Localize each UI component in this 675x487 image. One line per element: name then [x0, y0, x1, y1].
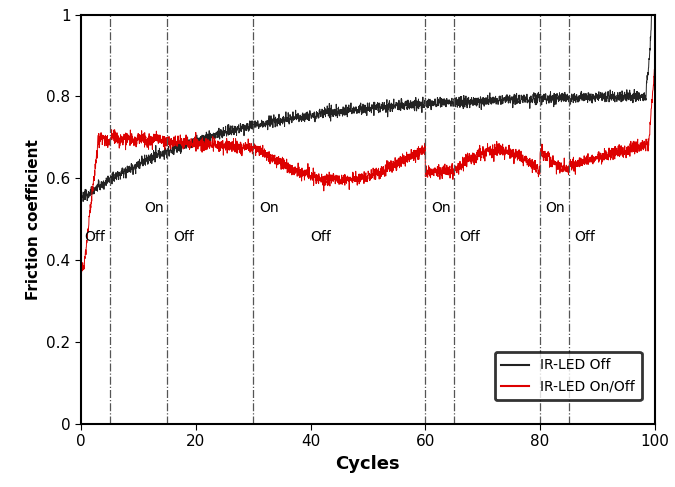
Text: Off: Off [310, 230, 331, 244]
Text: On: On [431, 201, 451, 215]
X-axis label: Cycles: Cycles [335, 455, 400, 473]
IR-LED On/Off [297, 172, 305, 178]
Text: Off: Off [173, 230, 194, 244]
IR-LED Off [322, 111, 330, 116]
IR-LED Off [177, 150, 185, 156]
IR-LED Off [297, 113, 305, 119]
Legend: IR-LED Off, IR-LED On/Off: IR-LED Off, IR-LED On/Off [495, 352, 642, 400]
IR-LED On/Off [78, 269, 86, 275]
IR-LED Off [640, 95, 648, 101]
Text: On: On [545, 201, 566, 215]
IR-LED On/Off [640, 144, 648, 150]
Line: IR-LED Off: IR-LED Off [81, 0, 655, 202]
IR-LED Off [77, 196, 85, 202]
Text: Off: Off [460, 230, 481, 244]
Text: Off: Off [84, 230, 105, 244]
IR-LED On/Off [651, 62, 659, 68]
IR-LED Off [142, 152, 151, 158]
Y-axis label: Friction coefficient: Friction coefficient [26, 139, 40, 300]
Text: On: On [259, 201, 279, 215]
IR-LED Off [79, 199, 87, 205]
IR-LED On/Off [322, 180, 330, 186]
IR-LED On/Off [578, 161, 586, 167]
IR-LED On/Off [142, 140, 151, 146]
IR-LED On/Off [177, 139, 185, 145]
Text: On: On [144, 201, 164, 215]
IR-LED Off [578, 94, 586, 99]
Text: Off: Off [574, 230, 595, 244]
IR-LED On/Off [77, 263, 85, 269]
Line: IR-LED On/Off: IR-LED On/Off [81, 65, 655, 272]
